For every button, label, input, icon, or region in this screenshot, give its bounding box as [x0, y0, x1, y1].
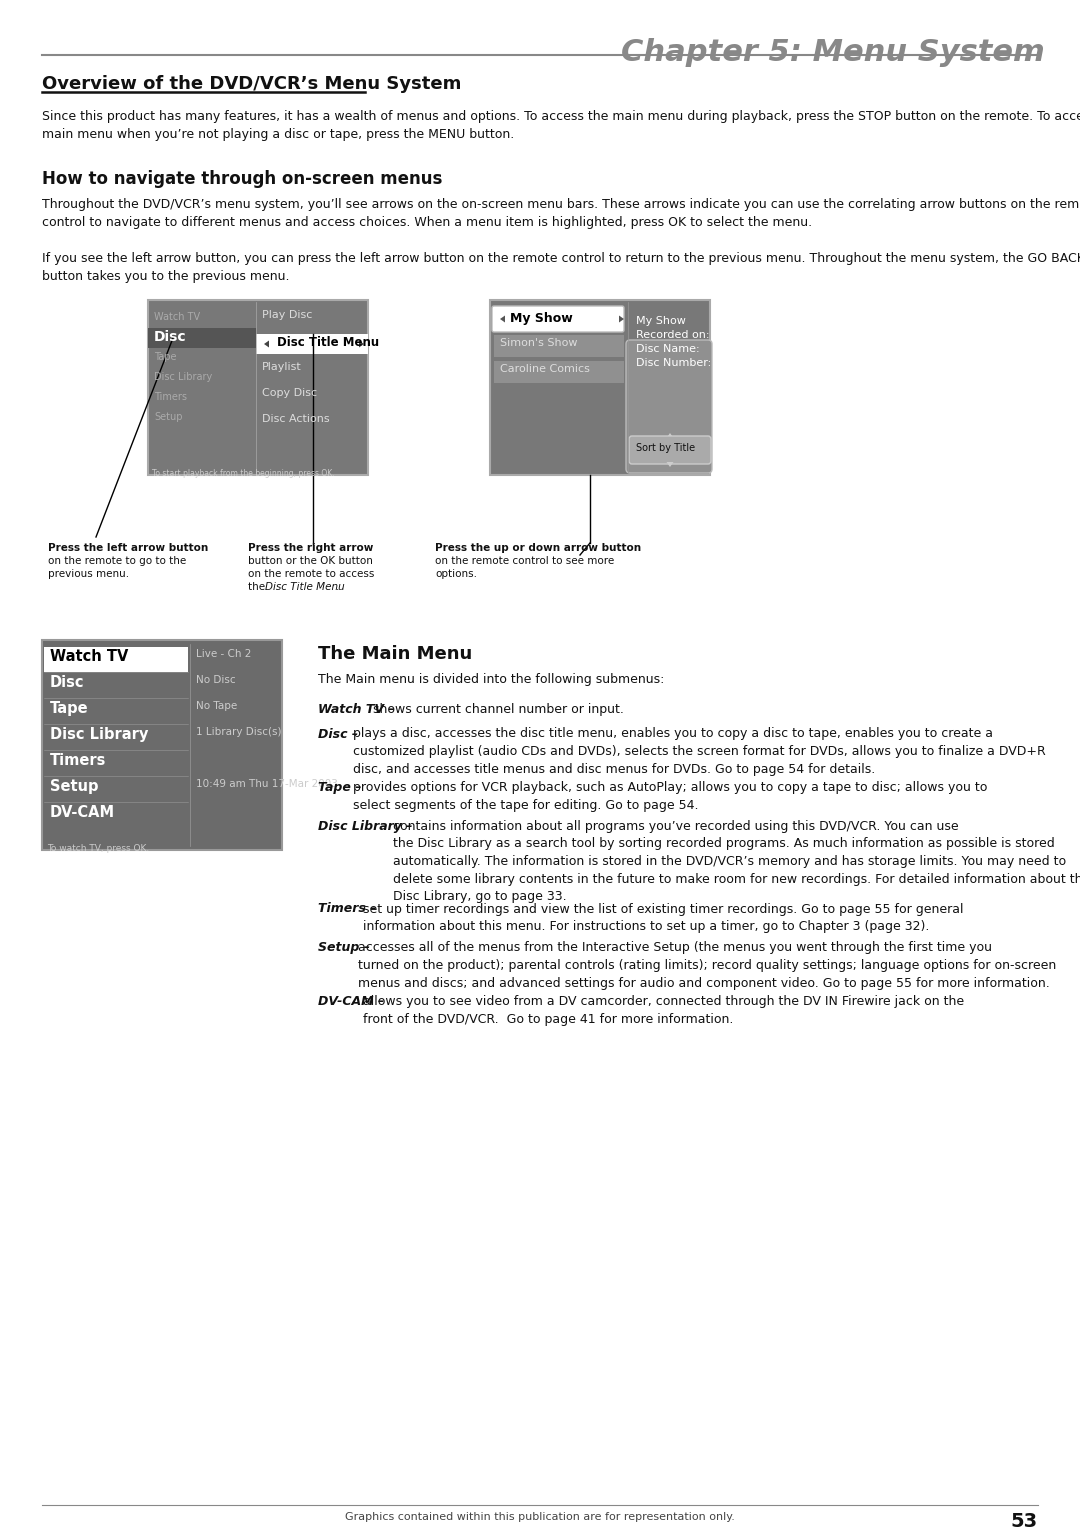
- Text: Disc Title Menu: Disc Title Menu: [265, 582, 345, 591]
- Text: shows current channel number or input.: shows current channel number or input.: [373, 703, 624, 717]
- Text: Live - Ch 2: Live - Ch 2: [195, 649, 252, 659]
- Text: Tape: Tape: [50, 701, 89, 717]
- Text: Caroline Comics: Caroline Comics: [500, 364, 590, 374]
- FancyBboxPatch shape: [42, 640, 282, 850]
- Text: The Main menu is divided into the following submenus:: The Main menu is divided into the follow…: [318, 672, 664, 686]
- Text: on the remote to go to the: on the remote to go to the: [48, 556, 186, 565]
- Text: on the remote control to see more: on the remote control to see more: [435, 556, 615, 565]
- Text: Watch TV: Watch TV: [154, 312, 200, 322]
- Text: on the remote to access: on the remote to access: [248, 568, 375, 579]
- Text: Timers: Timers: [154, 393, 187, 402]
- Polygon shape: [500, 315, 505, 322]
- Text: Since this product has many features, it has a wealth of menus and options. To a: Since this product has many features, it…: [42, 110, 1080, 141]
- Text: Disc: Disc: [50, 675, 84, 691]
- Text: Disc Library: Disc Library: [50, 727, 148, 743]
- Text: Disc Actions: Disc Actions: [262, 414, 329, 423]
- Text: contains information about all programs you’ve recorded using this DVD/VCR. You : contains information about all programs …: [393, 821, 1080, 903]
- FancyBboxPatch shape: [490, 299, 710, 475]
- Text: Disc Library –: Disc Library –: [318, 821, 417, 833]
- Text: set up timer recordings and view the list of existing timer recordings. Go to pa: set up timer recordings and view the lis…: [363, 903, 963, 934]
- Text: Press the up or down arrow button: Press the up or down arrow button: [435, 542, 642, 553]
- Text: Disc Title Menu: Disc Title Menu: [276, 336, 379, 348]
- Text: Play Disc: Play Disc: [262, 310, 312, 319]
- Text: My Show: My Show: [510, 312, 572, 325]
- Text: No Tape: No Tape: [195, 701, 238, 711]
- Text: My Show: My Show: [636, 316, 686, 325]
- FancyBboxPatch shape: [626, 341, 712, 474]
- Text: Timers –: Timers –: [318, 903, 381, 915]
- Text: Sort by Title: Sort by Title: [636, 443, 696, 452]
- Polygon shape: [619, 315, 624, 322]
- Text: Press the left arrow button: Press the left arrow button: [48, 542, 208, 553]
- Text: The Main Menu: The Main Menu: [318, 645, 472, 663]
- Polygon shape: [359, 341, 364, 347]
- Text: .: .: [336, 582, 339, 591]
- Text: Throughout the DVD/VCR’s menu system, you’ll see arrows on the on-screen menu ba: Throughout the DVD/VCR’s menu system, yo…: [42, 199, 1080, 229]
- Text: Disc Name:: Disc Name:: [636, 344, 700, 354]
- FancyBboxPatch shape: [492, 306, 624, 332]
- Text: Tape –: Tape –: [318, 781, 366, 795]
- Text: Disc Number: 1: Disc Number: 1: [636, 358, 721, 368]
- FancyBboxPatch shape: [494, 335, 624, 358]
- Text: To watch TV, press OK.: To watch TV, press OK.: [48, 843, 149, 853]
- Text: 10:49 am Thu 17-Mar 2003: 10:49 am Thu 17-Mar 2003: [195, 779, 338, 788]
- Text: 1 Library Disc(s): 1 Library Disc(s): [195, 727, 282, 736]
- Text: Playlist: Playlist: [262, 362, 301, 371]
- Text: DV-CAM –: DV-CAM –: [318, 995, 389, 1008]
- FancyBboxPatch shape: [256, 335, 368, 354]
- Text: provides options for VCR playback, such as AutoPlay; allows you to copy a tape t: provides options for VCR playback, such …: [353, 781, 987, 811]
- Text: Tape: Tape: [154, 351, 176, 362]
- Text: Setup: Setup: [50, 779, 98, 795]
- Text: accesses all of the menus from the Interactive Setup (the menus you went through: accesses all of the menus from the Inter…: [357, 941, 1056, 990]
- Polygon shape: [264, 341, 269, 347]
- Text: Graphics contained within this publication are for representation only.: Graphics contained within this publicati…: [346, 1513, 734, 1522]
- Text: Timers: Timers: [50, 753, 106, 769]
- Text: Setup –: Setup –: [318, 941, 375, 955]
- Text: options.: options.: [435, 568, 477, 579]
- Text: Recorded on:: Recorded on:: [636, 330, 710, 341]
- Polygon shape: [666, 461, 674, 468]
- Text: Simon's Show: Simon's Show: [500, 338, 578, 348]
- Polygon shape: [666, 432, 674, 439]
- FancyBboxPatch shape: [148, 299, 368, 475]
- Text: Watch TV –: Watch TV –: [318, 703, 399, 717]
- Text: Copy Disc: Copy Disc: [262, 388, 318, 397]
- Text: No Disc: No Disc: [195, 675, 235, 685]
- Text: DV-CAM: DV-CAM: [50, 805, 116, 821]
- Text: Disc Library: Disc Library: [154, 371, 213, 382]
- Text: button or the OK button: button or the OK button: [248, 556, 373, 565]
- Text: previous menu.: previous menu.: [48, 568, 130, 579]
- FancyBboxPatch shape: [629, 435, 711, 465]
- Text: Chapter 5: Menu System: Chapter 5: Menu System: [621, 38, 1045, 67]
- Text: Watch TV: Watch TV: [50, 649, 129, 665]
- Text: Disc: Disc: [154, 330, 187, 344]
- Text: Disc –: Disc –: [318, 727, 363, 741]
- Text: Press the right arrow: Press the right arrow: [248, 542, 374, 553]
- Text: the: the: [248, 582, 268, 591]
- FancyBboxPatch shape: [44, 646, 188, 672]
- Text: How to navigate through on-screen menus: How to navigate through on-screen menus: [42, 170, 443, 188]
- Text: plays a disc, accesses the disc title menu, enables you to copy a disc to tape, : plays a disc, accesses the disc title me…: [353, 727, 1045, 776]
- Text: 53: 53: [1011, 1513, 1038, 1528]
- Text: allows you to see video from a DV camcorder, connected through the DV IN Firewir: allows you to see video from a DV camcor…: [363, 995, 964, 1025]
- Text: To start playback from the beginning, press OK.: To start playback from the beginning, pr…: [152, 469, 335, 478]
- Text: If you see the left arrow button, you can press the left arrow button on the rem: If you see the left arrow button, you ca…: [42, 252, 1080, 283]
- Text: Overview of the DVD/VCR’s Menu System: Overview of the DVD/VCR’s Menu System: [42, 75, 461, 93]
- FancyBboxPatch shape: [494, 361, 624, 384]
- Text: Setup: Setup: [154, 413, 183, 422]
- FancyBboxPatch shape: [148, 329, 256, 348]
